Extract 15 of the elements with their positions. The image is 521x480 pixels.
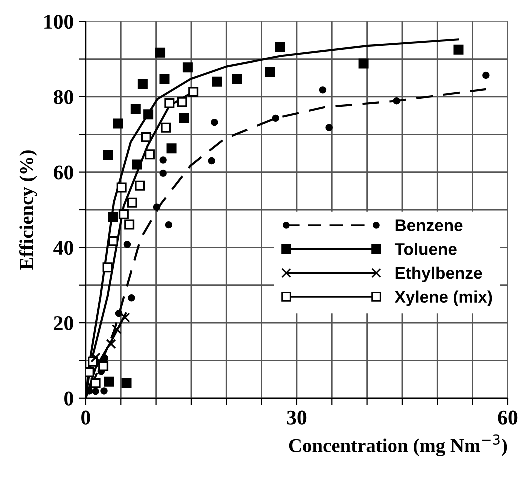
legend-label: Ethylbenze [396, 266, 482, 282]
y-tick-label: 80 [54, 90, 74, 104]
legend-label: Benzene [396, 220, 463, 232]
x-tick-label: 0 [82, 410, 90, 425]
y-tick-label: 20 [54, 316, 74, 330]
y-tick-label: 60 [54, 166, 74, 180]
y-tick-label: 100 [44, 14, 74, 30]
legend-label: Toluene [394, 243, 457, 256]
legend-label: Xylene (mix) [394, 290, 492, 306]
x-tick-label: 30 [287, 410, 307, 425]
y-tick-label: 40 [54, 241, 74, 256]
x-axis-title: Concentration (mg Nm$^{−3}$) [289, 434, 508, 456]
x-tick-label: 60 [498, 410, 518, 425]
y-tick-label: 0 [64, 392, 74, 406]
y-axis-title: Efficiency (%) [19, 150, 38, 270]
